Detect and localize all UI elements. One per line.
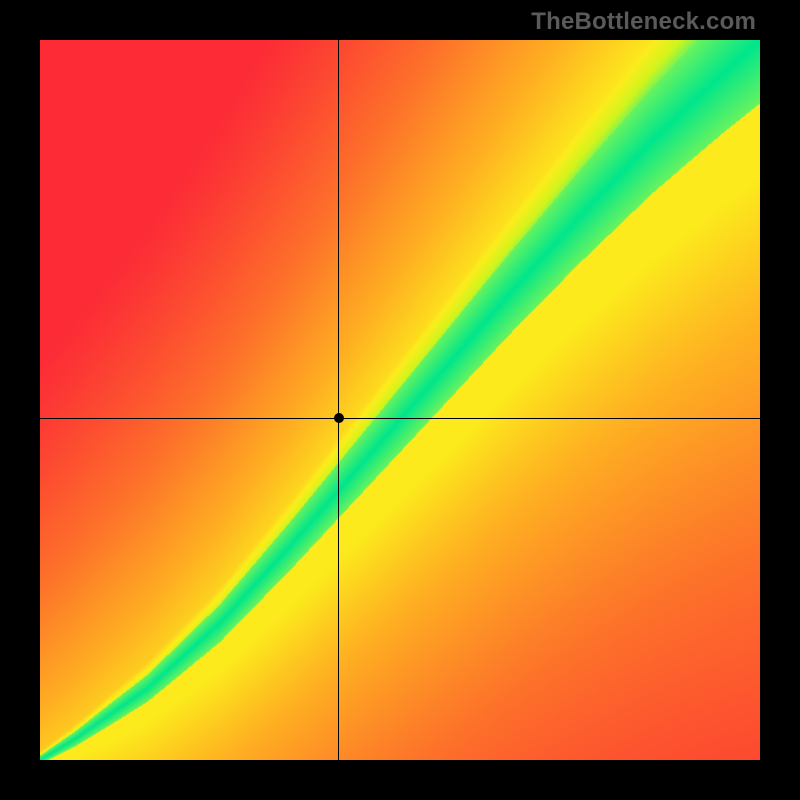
crosshair-marker [334,413,344,423]
crosshair-vertical [338,40,339,760]
watermark-text: TheBottleneck.com [531,8,756,36]
heatmap-canvas [40,40,760,760]
plot-frame [40,40,760,760]
crosshair-horizontal [40,418,760,419]
